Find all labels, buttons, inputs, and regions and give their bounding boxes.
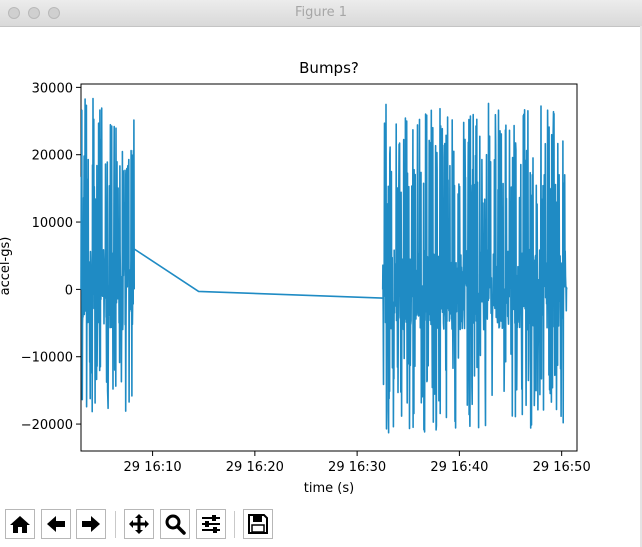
series-burst-line <box>381 102 568 434</box>
sliders-icon <box>202 515 220 533</box>
x-tick-label: 29 16:40 <box>430 460 488 475</box>
y-tick-label: 10000 <box>32 216 73 231</box>
configure-subplots-button[interactable] <box>196 509 226 539</box>
save-button[interactable] <box>243 509 273 539</box>
x-axis: 29 16:10 29 16:20 29 16:30 29 16:40 29 16:50 <box>124 451 591 475</box>
window-edge <box>640 26 642 547</box>
data-series <box>80 97 568 434</box>
x-axis-label: time (s) <box>304 481 354 496</box>
move-icon <box>129 514 149 534</box>
arrow-left-icon <box>47 516 65 532</box>
x-tick-label: 29 16:30 <box>328 460 386 475</box>
arrow-right-icon <box>82 516 100 532</box>
y-tick-label: −20000 <box>21 418 73 433</box>
floppy-icon <box>248 514 268 534</box>
pan-button[interactable] <box>124 509 154 539</box>
chart-title: Bumps? <box>299 59 359 77</box>
y-tick-label: 30000 <box>32 81 73 96</box>
magnifier-icon <box>165 514 186 535</box>
home-icon <box>10 516 30 533</box>
window-titlebar: Figure 1 <box>0 0 642 27</box>
x-tick-label: 29 16:10 <box>124 460 182 475</box>
y-axis-label: accel-gs) <box>0 237 13 296</box>
x-tick-label: 29 16:20 <box>226 460 284 475</box>
zoom-window-button[interactable] <box>48 7 60 19</box>
window-title: Figure 1 <box>294 5 348 20</box>
home-button[interactable] <box>5 509 35 539</box>
y-tick-label: 20000 <box>32 149 73 164</box>
toolbar-separator <box>234 511 235 538</box>
y-tick-label: 0 <box>65 283 73 298</box>
series-connector-line <box>133 248 383 299</box>
back-button[interactable] <box>41 509 71 539</box>
toolbar-separator <box>115 511 116 538</box>
navigation-toolbar <box>0 505 642 547</box>
y-axis: −20000 −10000 0 10000 20000 30000 <box>21 81 81 433</box>
minimize-window-button[interactable] <box>28 7 40 19</box>
series-burst-line <box>80 97 135 413</box>
zoom-button[interactable] <box>160 509 190 539</box>
forward-button[interactable] <box>76 509 106 539</box>
close-window-button[interactable] <box>8 7 20 19</box>
y-tick-label: −10000 <box>21 351 73 366</box>
x-tick-label: 29 16:50 <box>533 460 591 475</box>
